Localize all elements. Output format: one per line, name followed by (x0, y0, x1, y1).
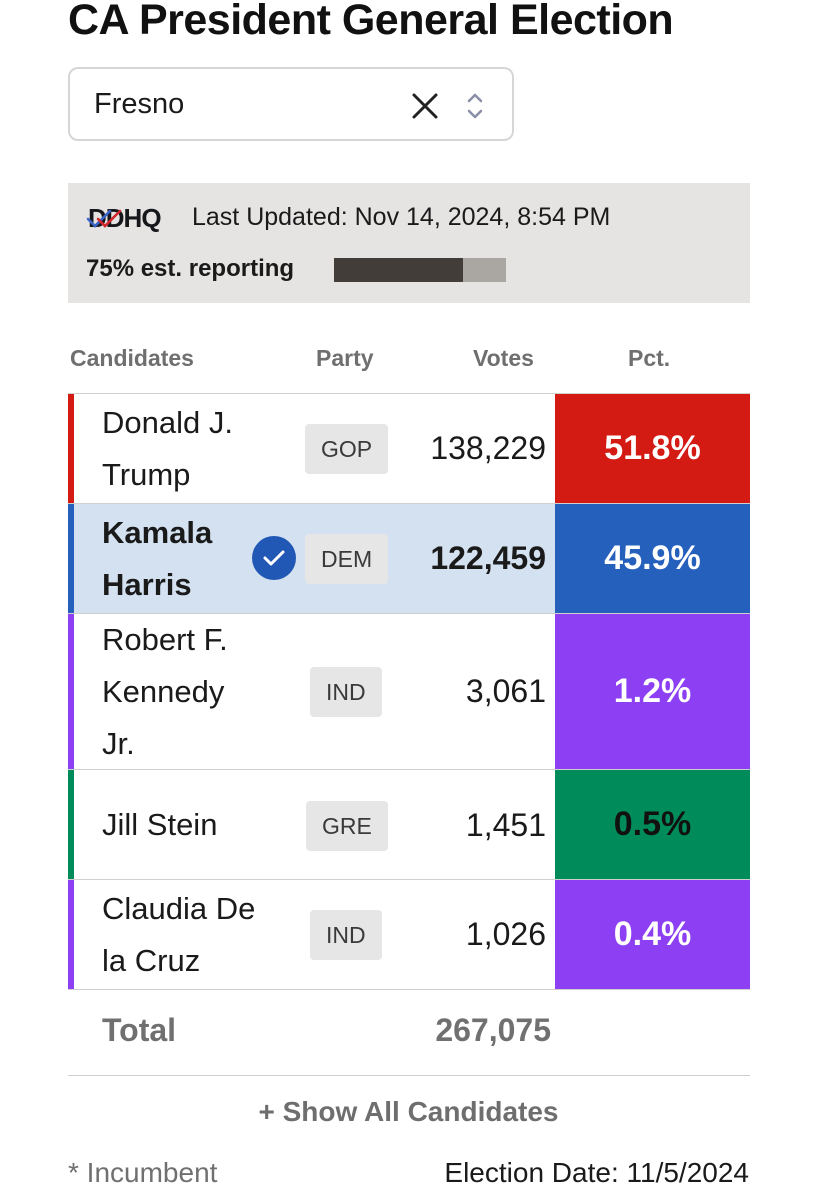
party-color-bar (68, 614, 74, 769)
candidate-name: Robert F. Kennedy Jr. (102, 622, 228, 761)
vote-percentage: 0.4% (555, 880, 750, 989)
total-votes: 267,075 (435, 1012, 551, 1048)
show-all-candidates-button[interactable]: + Show All Candidates (258, 1096, 559, 1127)
election-date: Election Date: 11/5/2024 (444, 1157, 749, 1188)
total-divider (68, 1075, 750, 1076)
close-icon[interactable] (408, 89, 442, 123)
candidate-row: Kamala Harris DEM 122,459 45.9% (68, 504, 750, 614)
vote-count: 122,459 (430, 540, 546, 576)
county-select[interactable]: Fresno (68, 67, 514, 141)
candidate-row: Robert F. Kennedy Jr. IND 3,061 1.2% (68, 614, 750, 770)
incumbent-note: * Incumbent (68, 1157, 218, 1188)
ddhq-logo: DDHQ (86, 203, 162, 233)
reporting-progress-bar (334, 258, 506, 282)
candidate-row: Jill Stein GRE 1,451 0.5% (68, 770, 750, 880)
reporting-progress-fill (334, 258, 463, 282)
header-pct: Pct. (628, 345, 671, 371)
party-badge: IND (310, 667, 382, 717)
vote-percentage: 51.8% (555, 394, 750, 503)
results-info-panel: DDHQ Last Updated: Nov 14, 2024, 8:54 PM… (68, 183, 750, 303)
candidate-row: Claudia De la Cruz IND 1,026 0.4% (68, 880, 750, 990)
candidate-name: Jill Stein (102, 807, 218, 842)
vote-percentage: 0.5% (555, 770, 750, 879)
candidate-row: Donald J. Trump GOP 138,229 51.8% (68, 394, 750, 504)
party-badge: GOP (305, 424, 389, 474)
vote-percentage: 45.9% (555, 504, 750, 613)
vote-count: 138,229 (430, 430, 546, 466)
header-votes: Votes (473, 345, 534, 371)
candidate-name: Donald J. Trump (102, 405, 233, 492)
candidate-name: Kamala Harris (102, 515, 213, 602)
party-color-bar (68, 880, 74, 989)
total-label: Total (102, 1012, 177, 1048)
vote-count: 1,451 (465, 807, 546, 843)
reporting-label: 75% est. reporting (86, 255, 295, 282)
party-badge: GRE (306, 801, 388, 851)
vote-count: 3,061 (465, 673, 546, 709)
party-badge: DEM (305, 534, 389, 584)
vote-count: 1,026 (465, 916, 546, 952)
header-candidates: Candidates (70, 345, 194, 371)
page-title: CA President General Election (68, 0, 674, 44)
vote-percentage: 1.2% (555, 614, 750, 769)
party-color-bar (68, 504, 74, 613)
county-select-value: Fresno (94, 88, 185, 120)
header-party: Party (316, 345, 374, 371)
header-divider (68, 393, 750, 394)
candidate-name: Claudia De la Cruz (102, 891, 256, 978)
winner-check-icon (252, 536, 296, 580)
party-badge: IND (310, 910, 382, 960)
party-color-bar (68, 394, 74, 503)
last-updated: Last Updated: Nov 14, 2024, 8:54 PM (192, 203, 611, 231)
chevron-up-down-icon[interactable] (464, 89, 486, 123)
party-color-bar (68, 770, 74, 879)
